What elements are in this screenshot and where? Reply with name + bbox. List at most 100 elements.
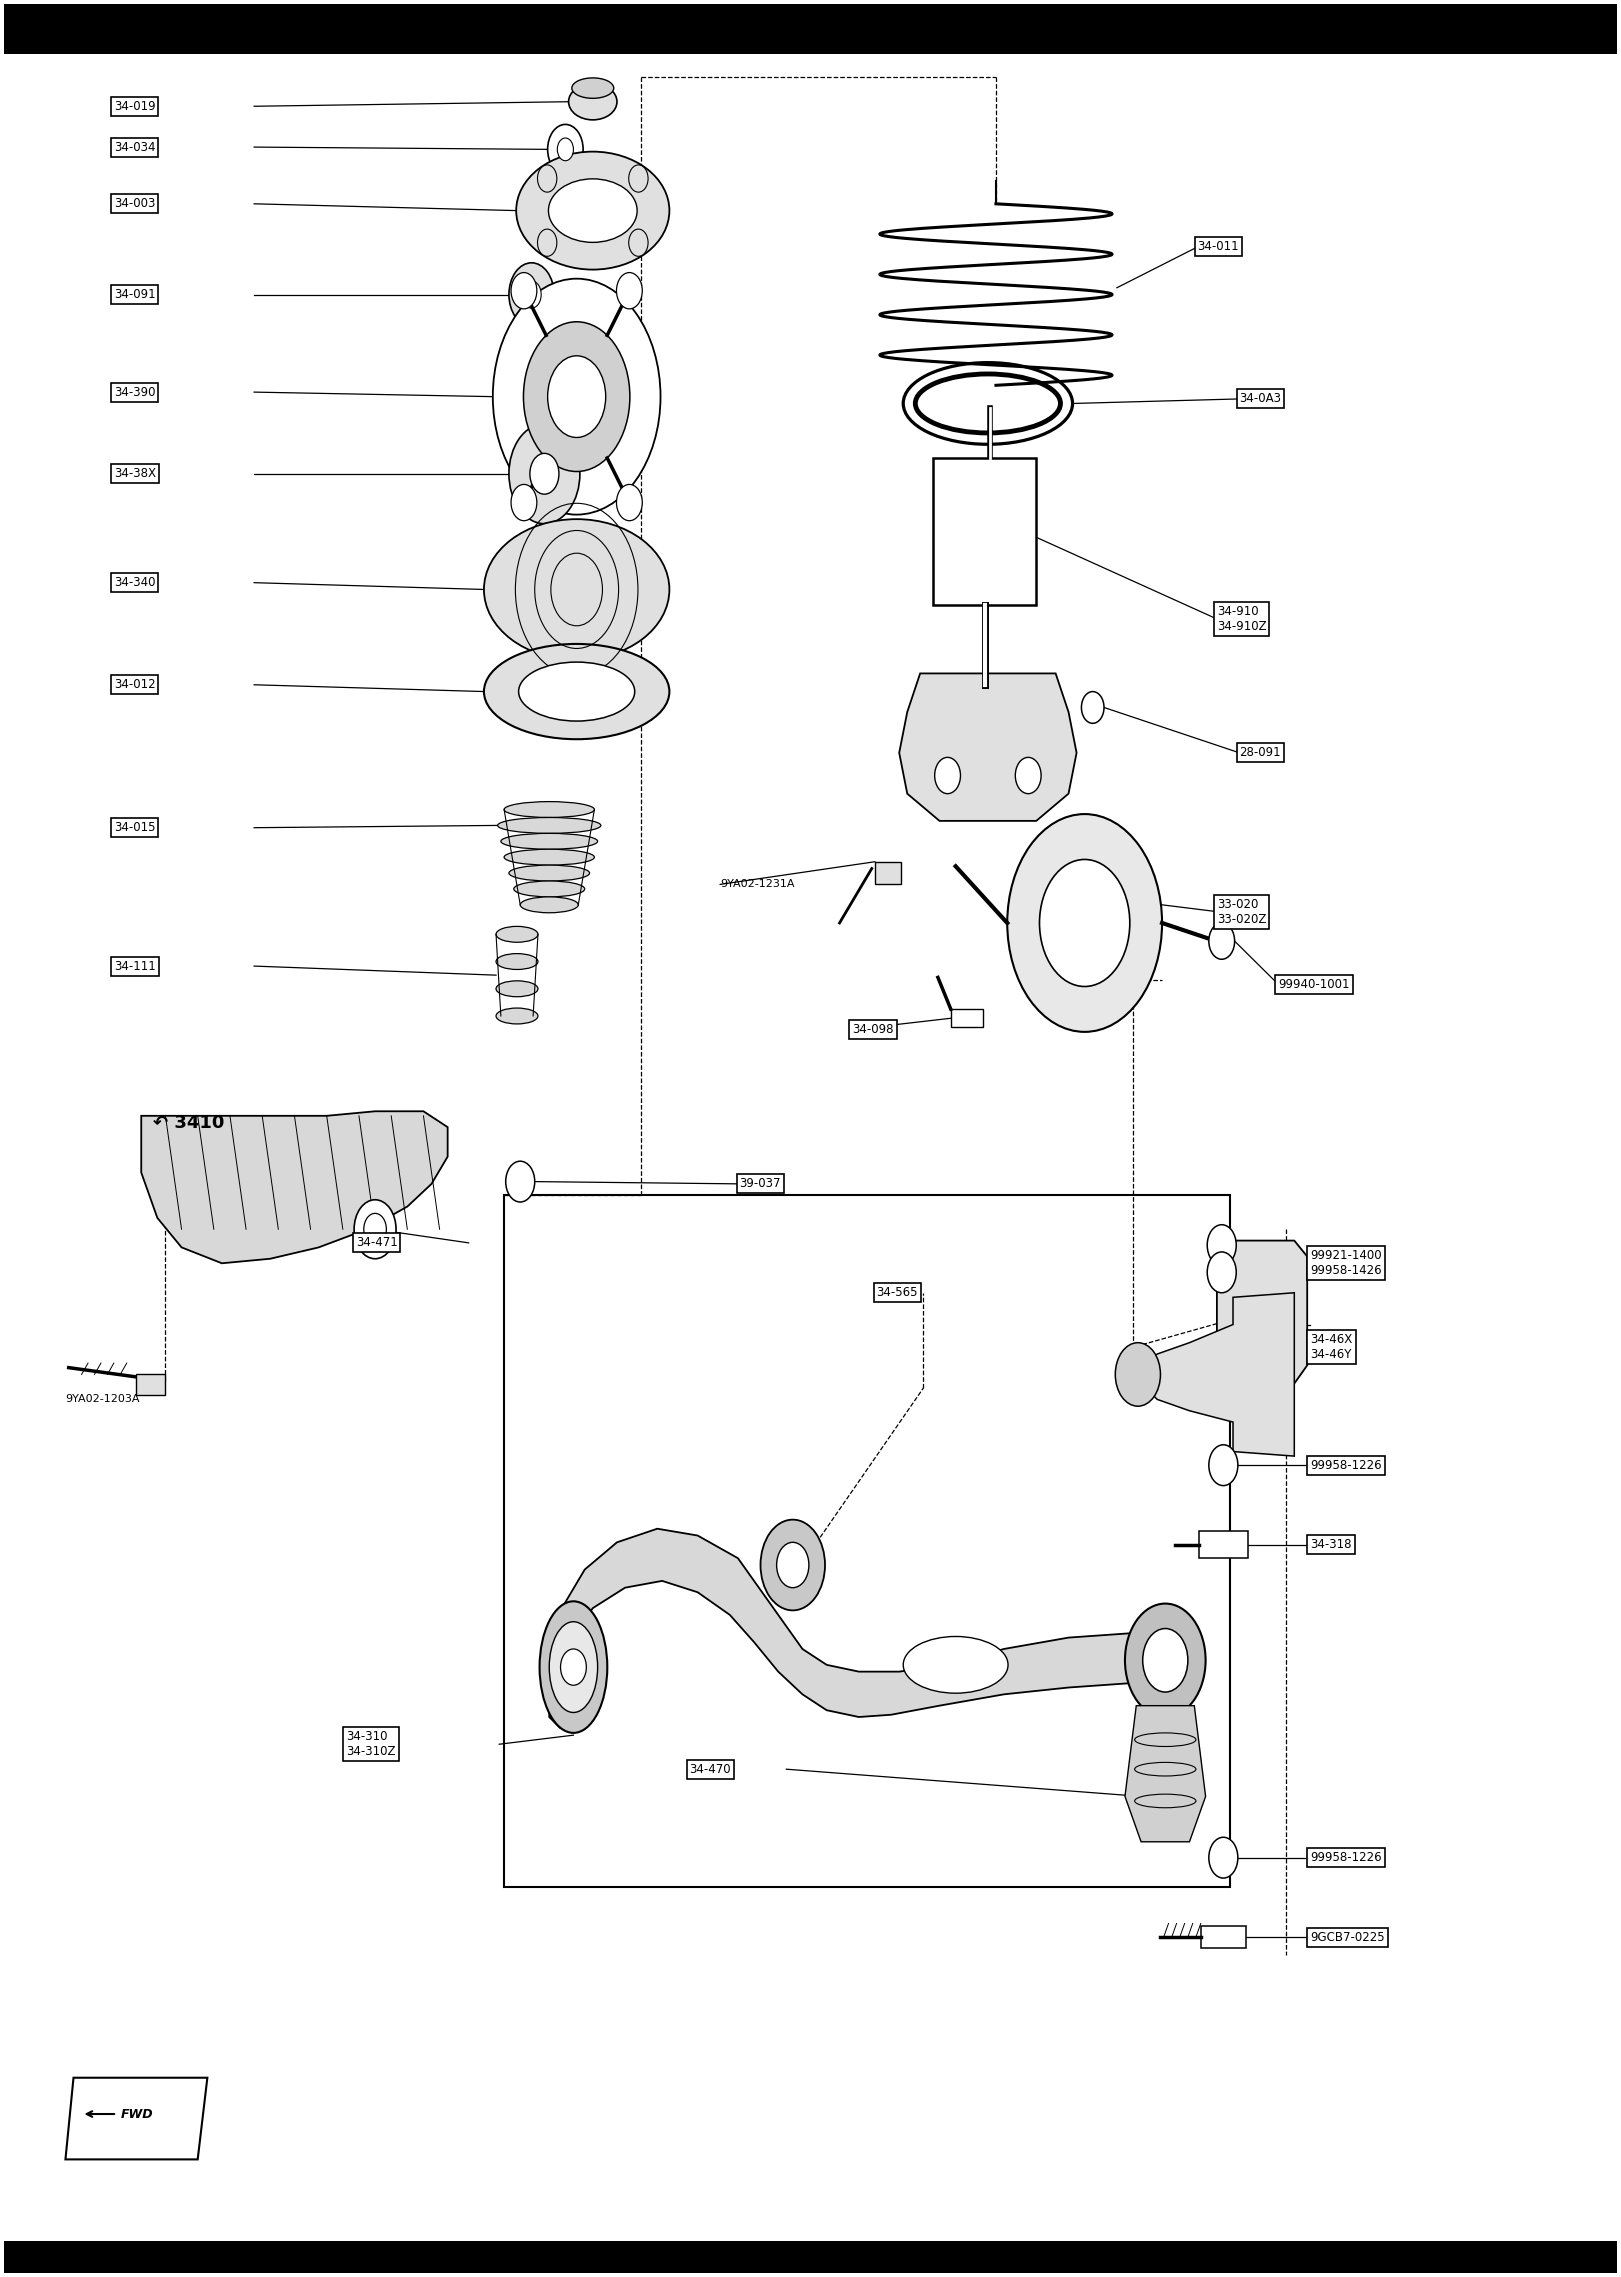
Text: 34-340: 34-340 — [113, 576, 156, 590]
Ellipse shape — [903, 1637, 1008, 1694]
Polygon shape — [550, 1528, 1198, 1728]
Text: 34-471: 34-471 — [355, 1236, 397, 1250]
Circle shape — [1115, 1343, 1161, 1407]
Text: 34-111: 34-111 — [113, 959, 156, 972]
Text: 33-020
33-020Z: 33-020 33-020Z — [1217, 897, 1266, 927]
Ellipse shape — [496, 927, 538, 943]
Circle shape — [1209, 1838, 1238, 1879]
Text: 34-003: 34-003 — [113, 198, 156, 209]
Ellipse shape — [509, 865, 590, 881]
Circle shape — [629, 230, 648, 257]
Text: 99940-1001: 99940-1001 — [1279, 977, 1350, 990]
Ellipse shape — [514, 881, 585, 897]
Ellipse shape — [569, 84, 618, 121]
FancyBboxPatch shape — [1201, 1926, 1247, 1949]
Circle shape — [511, 273, 537, 310]
Text: 99921-1400
99958-1426: 99921-1400 99958-1426 — [1310, 1250, 1383, 1277]
Circle shape — [353, 1200, 396, 1259]
Circle shape — [558, 139, 574, 162]
Text: 34-390: 34-390 — [113, 385, 156, 398]
Circle shape — [616, 485, 642, 521]
Text: 99958-1226: 99958-1226 — [1310, 1851, 1383, 1865]
Text: 34-910
34-910Z: 34-910 34-910Z — [1217, 606, 1266, 633]
Ellipse shape — [496, 981, 538, 997]
Circle shape — [493, 278, 660, 515]
Text: 9GCB7-0225: 9GCB7-0225 — [1310, 1931, 1384, 1945]
Text: 34-091: 34-091 — [113, 289, 156, 301]
Text: 34-012: 34-012 — [113, 679, 156, 692]
FancyBboxPatch shape — [5, 5, 1616, 55]
Text: 34-38X: 34-38X — [113, 467, 156, 480]
Text: 34-46X
34-46Y: 34-46X 34-46Y — [1310, 1334, 1352, 1362]
Ellipse shape — [572, 77, 614, 98]
Circle shape — [1208, 1252, 1237, 1293]
Text: 34-565: 34-565 — [877, 1287, 917, 1300]
Text: ↶ 3410: ↶ 3410 — [152, 1113, 224, 1132]
Ellipse shape — [515, 153, 669, 269]
Text: 34-318: 34-318 — [1310, 1537, 1352, 1551]
Ellipse shape — [485, 644, 669, 740]
Ellipse shape — [498, 817, 601, 833]
Circle shape — [561, 1649, 587, 1685]
Ellipse shape — [550, 1621, 598, 1712]
FancyBboxPatch shape — [136, 1375, 165, 1396]
Circle shape — [538, 230, 558, 257]
Ellipse shape — [504, 802, 595, 817]
Text: 99958-1226: 99958-1226 — [1310, 1460, 1383, 1471]
Circle shape — [524, 321, 631, 471]
Text: 34-098: 34-098 — [853, 1022, 893, 1036]
Ellipse shape — [504, 849, 595, 865]
FancyBboxPatch shape — [875, 861, 901, 883]
Circle shape — [509, 424, 580, 524]
Polygon shape — [1217, 1241, 1307, 1384]
Text: 9YA02-1203A: 9YA02-1203A — [65, 1394, 139, 1405]
Polygon shape — [1141, 1293, 1294, 1455]
Circle shape — [776, 1542, 809, 1587]
Circle shape — [538, 164, 558, 191]
Ellipse shape — [540, 1601, 608, 1733]
Text: 34-0A3: 34-0A3 — [1240, 392, 1282, 405]
Text: 34-470: 34-470 — [689, 1762, 731, 1776]
Polygon shape — [65, 2077, 207, 2159]
Text: 34-310
34-310Z: 34-310 34-310Z — [345, 1731, 396, 1758]
Circle shape — [1007, 815, 1162, 1031]
Circle shape — [506, 1161, 535, 1202]
Ellipse shape — [501, 833, 598, 849]
Circle shape — [1209, 1446, 1238, 1485]
Ellipse shape — [485, 519, 669, 660]
Polygon shape — [900, 674, 1076, 822]
Text: 39-037: 39-037 — [739, 1177, 781, 1191]
FancyBboxPatch shape — [504, 1195, 1230, 1888]
Circle shape — [511, 485, 537, 521]
Circle shape — [935, 758, 961, 795]
Circle shape — [522, 280, 541, 307]
Text: 28-091: 28-091 — [1240, 747, 1281, 758]
Ellipse shape — [520, 897, 579, 913]
Ellipse shape — [548, 180, 637, 241]
Circle shape — [509, 262, 554, 326]
Circle shape — [530, 453, 559, 494]
Ellipse shape — [496, 954, 538, 970]
FancyBboxPatch shape — [934, 458, 1036, 606]
FancyBboxPatch shape — [1200, 1530, 1248, 1557]
Ellipse shape — [519, 663, 635, 722]
Text: 34-011: 34-011 — [1198, 241, 1238, 253]
Text: FWD: FWD — [120, 2109, 152, 2120]
Text: 34-019: 34-019 — [113, 100, 156, 114]
Circle shape — [548, 125, 584, 175]
Circle shape — [1125, 1603, 1206, 1717]
FancyBboxPatch shape — [5, 2241, 1616, 2272]
Circle shape — [363, 1214, 386, 1246]
FancyBboxPatch shape — [952, 1009, 982, 1027]
Circle shape — [1081, 692, 1104, 724]
Circle shape — [616, 273, 642, 310]
Circle shape — [629, 164, 648, 191]
Ellipse shape — [496, 1009, 538, 1025]
Text: 9YA02-1231A: 9YA02-1231A — [720, 879, 794, 890]
Circle shape — [1143, 1628, 1188, 1692]
Polygon shape — [1125, 1705, 1206, 1842]
Circle shape — [1209, 922, 1235, 959]
Circle shape — [1208, 1225, 1237, 1266]
Circle shape — [1039, 858, 1130, 986]
Circle shape — [548, 355, 606, 437]
